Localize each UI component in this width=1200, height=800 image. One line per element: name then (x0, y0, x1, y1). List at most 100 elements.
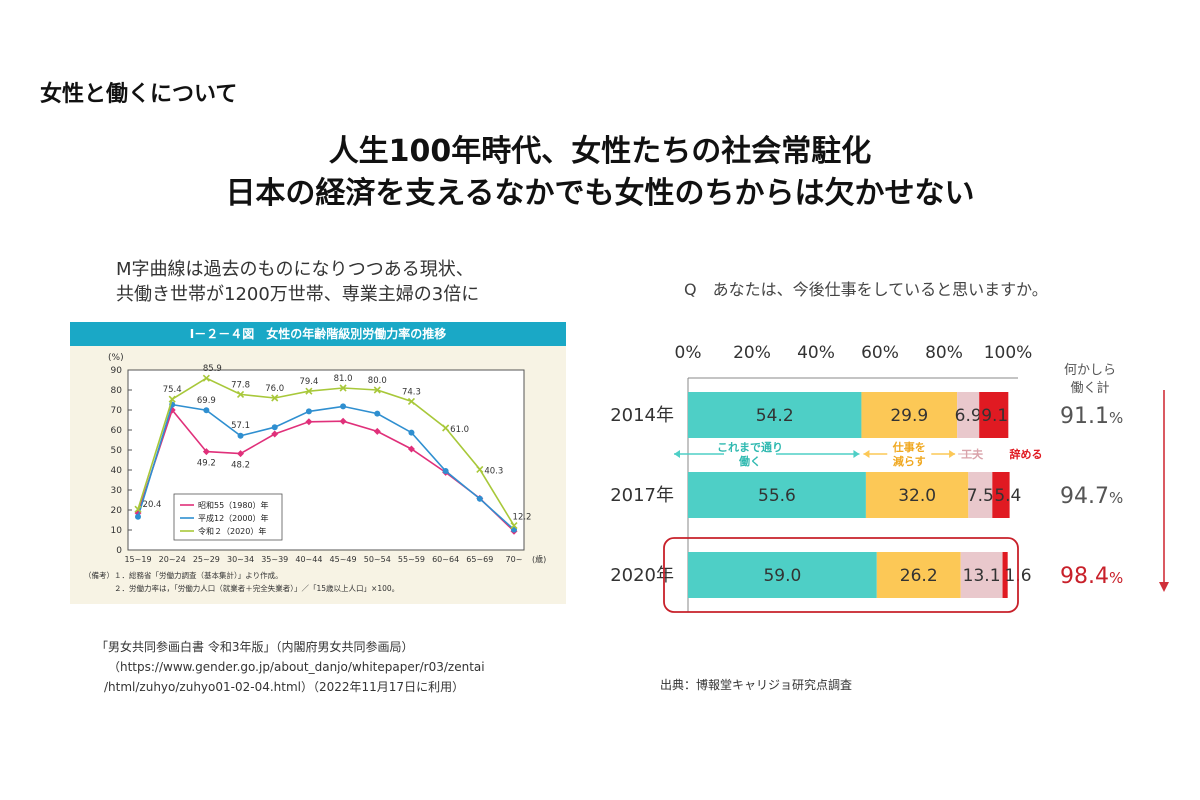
bar-segment-3 (979, 392, 1009, 438)
point-marker (407, 397, 416, 405)
bar-value-label: 5.4 (994, 486, 1021, 506)
data-label: 57.1 (231, 421, 250, 431)
bar-value-label: 7.5 (967, 486, 994, 506)
trend-arrowhead (1159, 582, 1169, 592)
x-tick-label: 35~39 (261, 555, 288, 564)
totals-header: 働く計 (1070, 380, 1109, 396)
x-axis-unit: (歳) (532, 554, 546, 564)
bar-segment-2 (968, 472, 993, 518)
total-value: 91.1% (1060, 404, 1123, 429)
bar-segment-0 (688, 472, 866, 518)
point-marker (476, 465, 484, 473)
x-tick-label: 45~49 (330, 555, 357, 564)
series-line-1 (137, 403, 515, 531)
bar-segment-1 (861, 392, 958, 438)
y-tick-label: 60 (111, 426, 123, 436)
x-tick-label: 20% (733, 343, 771, 363)
point-marker (374, 410, 381, 417)
bar-value-label: 9.1 (981, 406, 1008, 426)
point-marker (305, 387, 313, 395)
point-marker (373, 386, 381, 394)
x-tick-label: 25~29 (193, 555, 220, 564)
total-value: 98.4% (1060, 564, 1123, 589)
point-marker (442, 468, 449, 474)
point-marker (476, 495, 483, 502)
point-marker (407, 445, 415, 453)
row-label: 2014年 (610, 405, 674, 426)
annotation-label: 仕事を (892, 440, 926, 454)
point-marker (202, 374, 210, 382)
x-tick-label: 60~64 (432, 555, 459, 564)
line-chart-svg: (%) 0 10 20 30 40 50 60 70 80 90 15~19 20~24 25~29 30~… (84, 353, 546, 593)
total-value: 94.7% (1060, 484, 1123, 509)
y-tick-label: 30 (111, 486, 123, 496)
left-subtitle-1: M字曲線は過去のものになりつつある現状、 (116, 259, 474, 280)
x-tick-label: 0% (675, 343, 702, 363)
point-marker (203, 407, 210, 414)
data-label: 61.0 (450, 425, 469, 435)
legend-label: 令和２（2020）年 (198, 526, 266, 536)
annotation-arrowhead (949, 450, 956, 458)
x-tick-label: 20~24 (159, 555, 186, 564)
data-label: 69.9 (197, 396, 216, 406)
point-marker (271, 394, 279, 402)
annotation-arrowhead (863, 450, 870, 458)
row-label: 2020年 (610, 565, 674, 586)
data-label: 77.8 (231, 380, 250, 390)
bar-segment-1 (865, 472, 969, 518)
point-marker (340, 403, 347, 410)
legend-box (173, 493, 283, 541)
y-tick-label: 40 (111, 466, 123, 476)
point-marker (510, 522, 518, 530)
point-marker (339, 417, 347, 425)
bar-segment-2 (957, 392, 980, 438)
y-tick-label: 80 (111, 386, 123, 396)
bar-segment-0 (688, 552, 877, 598)
stacked-bar-chart-svg: 0% 20% 40% 60% 80% 100% 2014年 54.2 29.9 6.9 9.1 201… (610, 343, 1169, 613)
data-label: 48.2 (231, 461, 250, 471)
data-label: 12.2 (513, 513, 532, 523)
legend-label: 平成12（2000）年 (198, 513, 269, 523)
bar-value-label: 26.2 (900, 566, 938, 586)
data-label: 49.2 (197, 459, 216, 469)
annotation-label: 工夫 (961, 447, 984, 461)
point-marker (442, 424, 450, 432)
legend-label: 昭和55（1980）年 (198, 500, 269, 510)
x-tick-label: 100% (984, 343, 1033, 363)
data-label: 80.0 (368, 376, 387, 386)
bar-value-label: 54.2 (756, 406, 794, 426)
bar-value-label: 6.9 (955, 406, 982, 426)
bar-segment-1 (876, 552, 961, 598)
highlight-2020-box (663, 537, 1019, 613)
data-label: 79.4 (299, 377, 318, 387)
point-marker (373, 427, 381, 435)
source-line-1: 「男女共同参画白書 令和3年版」（内閣府男女共同参画局） (96, 640, 414, 654)
annotation-label: 減らす (893, 454, 926, 468)
data-label: 74.3 (402, 387, 421, 397)
bar-value-label: 13.1 (963, 566, 1001, 586)
y-tick-label: 0 (116, 546, 122, 556)
bar-segment-3 (992, 472, 1010, 518)
y-tick-label: 50 (111, 446, 123, 456)
section-title: 女性と働くについて (40, 82, 238, 107)
series-line-0 (137, 408, 515, 532)
labor-force-line-chart: Ⅰ－２－４図 女性の年齢階級別労働力率の推移 (%) 0 10 20 30 40 50 60 7… (70, 322, 566, 604)
y-tick-label: 70 (111, 406, 123, 416)
x-tick-label: 40~44 (295, 555, 322, 564)
x-tick-label: 30~34 (227, 555, 254, 564)
annotation-label: これまで通り (717, 441, 783, 454)
data-label: 20.4 (143, 500, 162, 510)
y-tick-label: 20 (111, 506, 123, 516)
point-marker (408, 429, 415, 436)
chart-note: （備考）１．総務省「労働力調査（基本集計）」より作成。 (84, 570, 283, 580)
point-marker (202, 448, 210, 456)
point-marker (339, 384, 347, 392)
bar-value-label: 32.0 (898, 486, 936, 506)
y-tick-label: 90 (111, 366, 123, 376)
data-label: 81.0 (334, 374, 353, 384)
survey-question: Q あなたは、今後仕事をしていると思いますか。 (684, 280, 1048, 299)
y-tick-label: 10 (111, 526, 123, 536)
bar-segment-2 (960, 552, 1003, 598)
point-marker (271, 424, 278, 431)
point-marker (236, 390, 245, 398)
